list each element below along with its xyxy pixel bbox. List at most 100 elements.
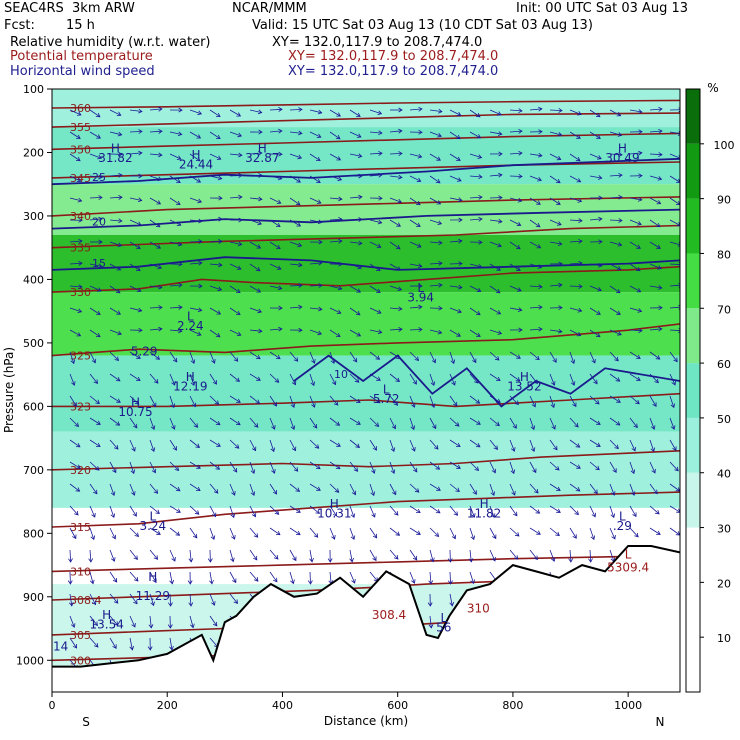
wind-vector [89,175,102,178]
wind-vector-head [535,222,541,228]
wind-vector-head [496,111,502,116]
wind-vector [289,373,296,385]
wind-vector [429,483,441,491]
wind-vector [349,329,361,337]
wind-vector-head [610,491,616,496]
wind-vector-head [610,513,616,519]
wind-vector-head [336,309,342,314]
wind-vector [149,527,161,535]
wind-vector [629,373,641,381]
wind-vector [229,174,243,177]
theta-contour-label: 340 [70,210,91,223]
wind-vector [189,109,202,115]
wind-vector-head [309,557,314,563]
wind-vector [449,593,453,606]
wind-vector [129,593,138,604]
wind-vector-head [396,354,401,359]
wind-vector [169,637,173,650]
wind-vector [89,351,96,363]
wind-vector-head [457,308,462,314]
wind-vector [309,505,320,514]
wind-vector [89,571,94,584]
wind-vector [209,329,221,338]
wind-vector-head [596,310,601,315]
wind-vector-head [130,469,136,475]
wind-vector [329,240,342,243]
wind-vector [429,131,442,137]
wind-vector [369,505,376,518]
contour-label: H [520,370,529,384]
wind-vector [449,329,461,337]
wind-vector [329,461,341,470]
wind-vector-head [255,266,261,272]
wind-vector-head [470,535,476,541]
wind-vector-head [512,424,517,429]
wind-contour [52,157,680,186]
wind-vector-head [636,354,641,359]
wind-vector [69,637,77,649]
wind-vector [429,395,435,408]
wind-vector-head [217,175,223,181]
wind-vector-head [572,534,577,539]
wind-vector [209,175,222,180]
wind-vector-head [336,156,342,161]
wind-vector [649,153,663,156]
wind-vector [509,505,518,517]
wind-vector [109,241,122,247]
wind-vector [509,439,515,452]
wind-vector-head [518,327,523,333]
wind-vector-head [210,535,216,541]
wind-vector-head [318,239,323,245]
wind-vector-head [575,156,581,162]
wind-vector-head [330,359,336,365]
wind-vector-head [595,465,600,471]
wind-vector [229,109,241,117]
rh-band [52,431,680,508]
contour-label: 13.54 [90,618,124,632]
wind-vector-head [158,129,163,134]
wind-vector-head [375,266,381,272]
wind-vector [389,395,398,406]
wind-vector-head [418,106,423,112]
wind-vector [669,461,679,472]
wind-vector [489,241,502,247]
wind-vector [609,307,621,315]
wind-vector-head [538,129,543,135]
wind-vector-head [118,218,123,224]
wind-vector-head [650,425,656,430]
wind-vector-head [272,401,278,407]
wind-vector [529,373,538,384]
wind-vector [669,395,675,408]
wind-vector [69,285,83,288]
wind-vector [249,307,262,313]
wind-vector [129,109,142,112]
wind-vector [569,505,579,515]
wind-vector-head [455,134,461,140]
wind-vector [249,505,256,517]
wind-vector-head [591,358,596,364]
wind-vector [289,505,301,513]
wind-vector-head [430,381,436,387]
wind-vector-head [169,579,175,585]
wind-vector-head [293,467,299,472]
contour-label: 24.44 [179,157,213,171]
wind-vector [69,593,73,606]
wind-vector [509,351,521,359]
wind-vector [189,219,202,222]
wind-vector-head [635,399,640,405]
wind-vector-head [317,109,323,115]
wind-vector-head [291,380,297,386]
wind-vector-head [514,400,519,406]
wind-vector [269,130,282,133]
wind-vector-head [496,266,501,271]
wind-vector [529,285,543,288]
wind-vector-head [451,380,456,386]
x-end-label-south: S [82,715,90,729]
wind-vector-head [72,534,77,540]
wind-vector-head [131,622,136,628]
contour-label: 32.87 [245,151,279,165]
wind-vector-head [167,624,173,629]
field-xy-rh: XY= 132.0,117.9 to 208.7,474.0 [272,35,483,50]
wind-vector [609,549,615,562]
